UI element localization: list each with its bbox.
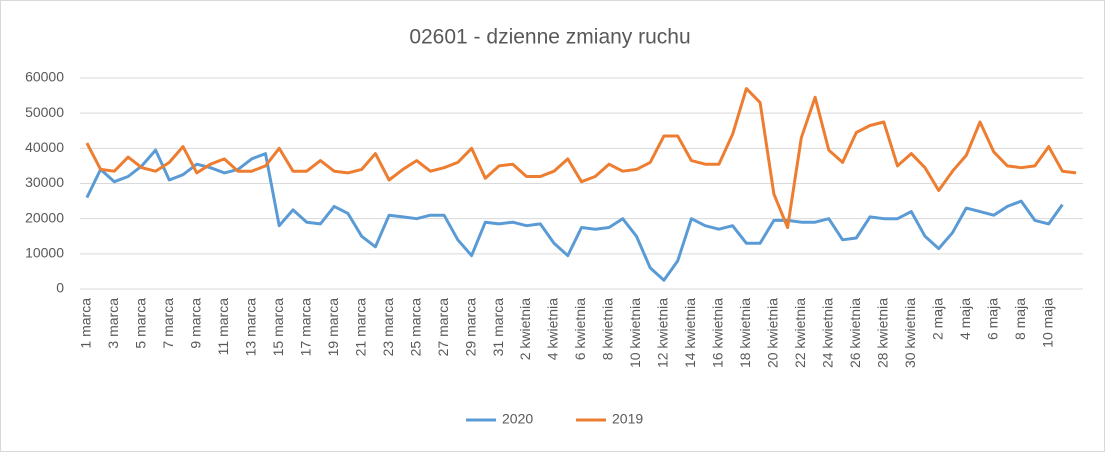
- x-tick-label: 4 maja: [957, 298, 973, 340]
- x-tick-label: 29 marca: [462, 298, 478, 357]
- x-tick-label: 2 kwietnia: [517, 298, 533, 360]
- x-tick-label: 11 marca: [215, 298, 231, 356]
- x-tick-label: 8 maja: [1012, 298, 1028, 340]
- x-tick-label: 20 kwietnia: [765, 298, 781, 368]
- x-tick-label: 17 marca: [297, 298, 313, 357]
- x-tick-label: 12 kwietnia: [655, 298, 671, 368]
- legend-label: 2020: [502, 411, 533, 427]
- x-tick-label: 14 kwietnia: [682, 298, 698, 368]
- x-tick-label: 22 kwietnia: [792, 298, 808, 368]
- chart-title: 02601 - dzienne zmiany ruchu: [409, 26, 690, 49]
- x-tick-label: 24 kwietnia: [820, 298, 836, 368]
- x-tick-label: 7 marca: [160, 298, 176, 349]
- x-tick-label: 26 kwietnia: [847, 298, 863, 368]
- x-tick-label: 18 kwietnia: [737, 298, 753, 368]
- x-tick-label: 25 marca: [407, 298, 423, 357]
- y-tick-label: 20000: [25, 209, 64, 225]
- y-tick-label: 50000: [25, 104, 64, 120]
- x-tick-label: 15 marca: [270, 298, 286, 357]
- x-tick-label: 28 kwietnia: [874, 298, 890, 368]
- y-tick-label: 40000: [25, 139, 64, 155]
- x-tick-label: 2 maja: [929, 298, 945, 340]
- x-tick-label: 4 kwietnia: [545, 298, 561, 360]
- x-tick-label: 6 maja: [984, 298, 1000, 340]
- series-line: [85, 87, 1077, 229]
- x-tick-label: 23 marca: [380, 298, 396, 357]
- y-tick-label: 10000: [25, 245, 64, 261]
- x-tick-label: 3 marca: [105, 298, 121, 349]
- legend-label: 2019: [612, 411, 643, 427]
- x-tick-label: 6 kwietnia: [572, 298, 588, 360]
- y-tick-label: 0: [56, 280, 64, 296]
- x-tick-label: 30 kwietnia: [902, 298, 918, 368]
- y-tick-label: 30000: [25, 174, 64, 190]
- x-tick-label: 9 marca: [187, 298, 203, 349]
- x-tick-label: 27 marca: [435, 298, 451, 357]
- x-tick-label: 16 kwietnia: [710, 298, 726, 368]
- y-tick-label: 60000: [25, 69, 64, 85]
- x-tick-label: 19 marca: [325, 298, 341, 357]
- x-tick-label: 21 marca: [352, 298, 368, 357]
- x-tick-label: 31 marca: [490, 298, 506, 357]
- x-tick-label: 13 marca: [242, 298, 258, 357]
- x-tick-label: 1 marca: [78, 298, 94, 349]
- series-line: [85, 148, 1064, 282]
- x-tick-label: 10 maja: [1039, 298, 1055, 348]
- x-tick-label: 10 kwietnia: [627, 298, 643, 368]
- x-tick-label: 8 kwietnia: [600, 298, 616, 360]
- x-tick-label: 5 marca: [133, 298, 149, 349]
